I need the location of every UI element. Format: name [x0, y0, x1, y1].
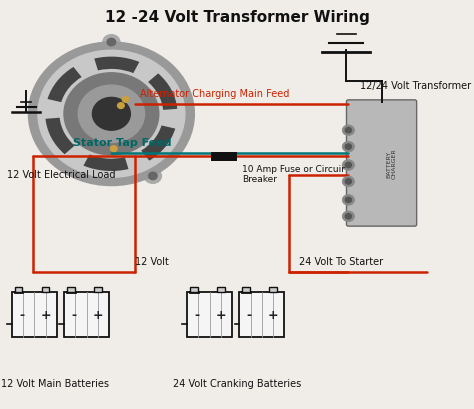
Wedge shape — [94, 58, 139, 74]
Circle shape — [345, 128, 351, 133]
Bar — [67, 288, 74, 292]
Wedge shape — [46, 119, 75, 155]
Circle shape — [118, 103, 124, 109]
Text: +: + — [92, 308, 103, 321]
FancyBboxPatch shape — [346, 101, 417, 227]
Text: 12 Volt: 12 Volt — [135, 257, 169, 267]
Circle shape — [38, 51, 185, 178]
Text: 24 Volt Cranking Batteries: 24 Volt Cranking Batteries — [173, 378, 301, 388]
Circle shape — [345, 144, 351, 150]
Text: 12 Volt Electrical Load: 12 Volt Electrical Load — [7, 170, 116, 180]
Circle shape — [342, 177, 355, 187]
Bar — [42, 288, 49, 292]
Text: -: - — [246, 308, 252, 321]
Bar — [239, 292, 284, 337]
Bar — [269, 288, 277, 292]
Bar — [217, 288, 225, 292]
Text: +: + — [40, 308, 51, 321]
Circle shape — [342, 211, 355, 222]
Circle shape — [107, 39, 116, 47]
Circle shape — [342, 126, 355, 136]
Circle shape — [345, 163, 351, 169]
Text: -: - — [19, 308, 24, 321]
Bar — [12, 292, 57, 337]
Text: BATTERY
CHARGER: BATTERY CHARGER — [386, 148, 397, 179]
Bar — [64, 292, 109, 337]
Bar — [15, 288, 22, 292]
Text: 24 Volt To Starter: 24 Volt To Starter — [299, 257, 383, 267]
Circle shape — [345, 198, 351, 203]
Bar — [187, 292, 232, 337]
Text: 12 -24 Volt Transformer Wiring: 12 -24 Volt Transformer Wiring — [105, 10, 369, 25]
Circle shape — [28, 43, 194, 186]
Text: -: - — [71, 308, 76, 321]
Bar — [190, 288, 198, 292]
Text: -: - — [194, 308, 200, 321]
Circle shape — [342, 142, 355, 153]
Circle shape — [64, 74, 159, 155]
Circle shape — [342, 160, 355, 171]
Wedge shape — [83, 155, 128, 171]
Circle shape — [144, 169, 162, 184]
Bar — [94, 288, 101, 292]
Circle shape — [149, 173, 157, 180]
Circle shape — [92, 98, 130, 131]
Bar — [211, 153, 237, 162]
Text: +: + — [216, 308, 226, 321]
Text: 12 Volt Main Batteries: 12 Volt Main Batteries — [0, 378, 109, 388]
Text: 10 Amp Fuse or Circuir
Breaker: 10 Amp Fuse or Circuir Breaker — [242, 164, 345, 184]
Circle shape — [110, 146, 117, 152]
Wedge shape — [148, 74, 177, 110]
Wedge shape — [47, 68, 82, 103]
Circle shape — [78, 86, 145, 143]
Text: Stator Tap Feed: Stator Tap Feed — [73, 138, 172, 148]
Circle shape — [103, 36, 120, 50]
Text: +: + — [268, 308, 278, 321]
Circle shape — [342, 195, 355, 206]
Circle shape — [345, 179, 351, 184]
Text: Alternator Charging Main Feed: Alternator Charging Main Feed — [140, 89, 289, 99]
Bar — [242, 288, 250, 292]
Circle shape — [345, 214, 351, 219]
Text: 12/24 Volt Transformer: 12/24 Volt Transformer — [360, 81, 471, 91]
Wedge shape — [141, 126, 175, 161]
Circle shape — [122, 97, 129, 103]
